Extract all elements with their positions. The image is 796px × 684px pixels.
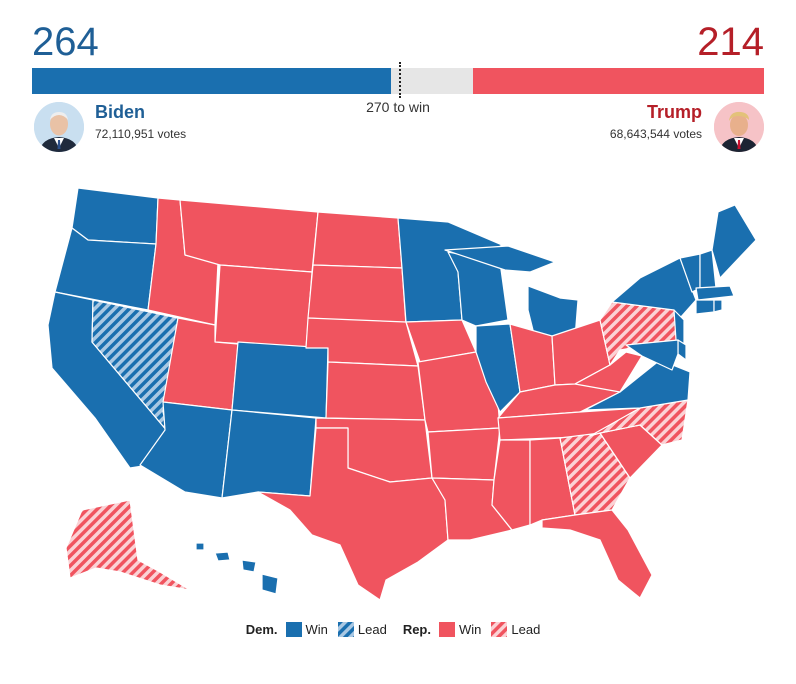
- legend-dem-win-swatch: [285, 622, 302, 637]
- threshold-label: 270 to win: [366, 99, 430, 115]
- legend-rep-win-swatch: [438, 622, 455, 637]
- dem-progress-bar: [32, 68, 392, 94]
- state-md: [625, 339, 679, 371]
- state-wa: [71, 187, 159, 245]
- state-hi: [195, 542, 279, 595]
- biden-avatar: [34, 102, 84, 152]
- legend-dem-win-label: Win: [305, 622, 328, 637]
- state-nm: [221, 409, 317, 499]
- state-fl: [541, 509, 653, 599]
- dem-electoral-count: 264: [32, 20, 99, 64]
- state-nd: [312, 211, 403, 269]
- legend-dem-lead-label: Lead: [357, 622, 387, 637]
- state-co: [231, 341, 329, 419]
- rep-progress-bar: [472, 68, 764, 94]
- state-ks: [325, 361, 426, 421]
- legend-dem-lead-swatch: [337, 622, 354, 637]
- legend-rep-lead-swatch: [491, 622, 508, 637]
- state-ak: [65, 499, 191, 591]
- rep-electoral-count: 214: [697, 20, 764, 64]
- state-wv: [574, 351, 643, 393]
- state-ri: [713, 299, 723, 313]
- trump-avatar: [714, 102, 764, 152]
- legend-rep-lead-label: Lead: [511, 622, 541, 637]
- trump-name: Trump: [646, 102, 702, 122]
- us-electoral-map: [47, 187, 757, 601]
- legend-dem-label: Dem.: [245, 622, 278, 637]
- threshold-marker: [399, 62, 402, 98]
- state-ma: [695, 285, 735, 301]
- legend-rep-label: Rep.: [402, 622, 431, 637]
- state-me: [711, 204, 757, 279]
- state-de: [677, 339, 687, 361]
- state-sd: [307, 264, 407, 326]
- map-legend: Dem. Win Lead Rep. Win Lead: [0, 622, 796, 637]
- uncalled-progress-bar: [391, 68, 473, 94]
- state-ar: [427, 427, 501, 481]
- state-tx: [257, 427, 449, 601]
- biden-popular-votes: 72,110,951 votes: [95, 127, 187, 141]
- biden-name: Biden: [95, 102, 146, 122]
- state-ct: [695, 299, 715, 315]
- trump-popular-votes: 68,643,544 votes: [609, 127, 702, 141]
- legend-rep-win-label: Win: [458, 622, 482, 637]
- state-wy: [214, 264, 313, 349]
